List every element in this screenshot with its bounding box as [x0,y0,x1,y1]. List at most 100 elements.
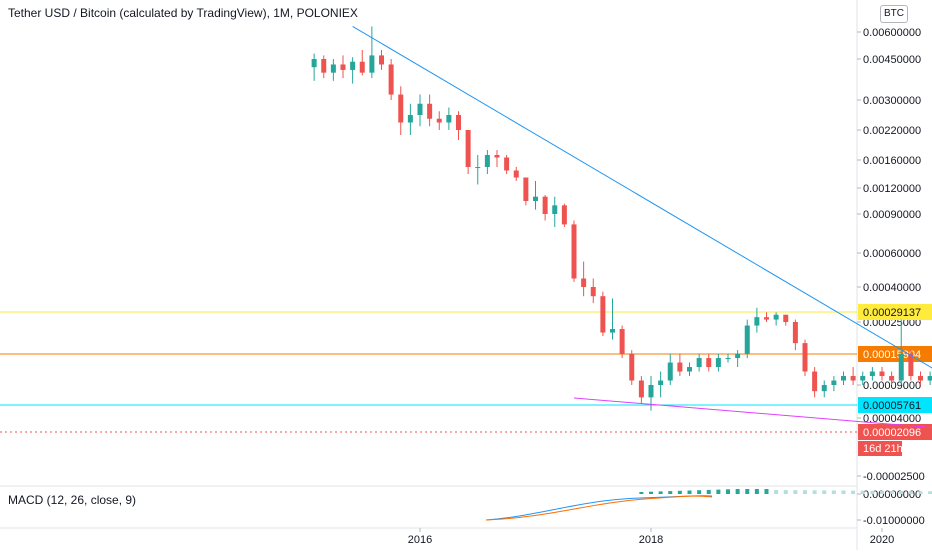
candle-body [388,64,394,95]
y-tick-label: 0.00450000 [863,54,921,66]
macd-histogram-bar [918,491,923,494]
candle-body [359,61,365,73]
candle-body [398,94,404,123]
macd-histogram-bar [928,491,932,494]
candle-body [552,205,558,214]
candle-body [638,380,644,398]
y-tick-label: 0.00160000 [863,155,921,167]
candle-body [484,155,490,167]
candle-body [783,314,789,322]
candle-body [619,329,625,354]
macd-histogram-bar [774,490,779,494]
macd-histogram-bar [677,490,682,494]
chart-title: Tether USD / Bitcoin (calculated by Trad… [8,6,358,20]
candle-body [927,376,932,381]
macd-histogram-bar [870,490,875,494]
candle-body [898,353,904,381]
candle-body [754,317,760,326]
candle-body [475,167,481,168]
macd-histogram-bar [639,492,644,494]
candle-body [340,64,346,70]
candle-body [764,317,769,320]
y-tick-label: 0.00004000 [863,413,921,425]
macd-histogram-bar [687,490,692,494]
candle-body [802,343,808,372]
macd-histogram-bar [668,491,673,494]
candle-body [629,353,635,381]
candle-body [667,362,673,381]
candle-body [773,314,779,320]
macd-histogram-bar [726,489,730,494]
macd-y-tick-label: -0.01000000 [863,515,925,527]
price-line-label: 0.00002096 [863,427,921,439]
candle-body [879,371,885,377]
candle-body [513,170,519,178]
macd-histogram-bar [764,489,769,494]
macd-histogram-bar [899,491,904,494]
macd-histogram-bar [851,490,856,494]
y-tick-label: 0.00060000 [863,248,921,260]
candle-body [725,358,731,360]
candle-body [465,130,471,167]
candle-body [908,353,914,377]
x-tick-label: 2020 [870,534,894,546]
candle-body [330,64,336,73]
currency-badge[interactable]: BTC [880,5,908,23]
macd-histogram-bar [822,490,827,494]
macd-histogram-bar [812,490,817,494]
macd-histogram-bar [860,490,865,494]
candle-body [456,115,461,130]
y-tick-label: -0.00002500 [863,471,925,483]
candle-body [744,325,750,354]
candle-body [696,358,702,368]
candle-body [658,380,664,385]
candle-body [436,118,442,123]
x-tick-label: 2018 [639,534,663,546]
macd-histogram-bar [880,490,884,494]
price-line-label: 0.00015904 [863,349,921,361]
macd-histogram-bar [783,490,788,494]
y-tick-label: 0.00220000 [863,125,921,137]
candle-body [918,376,923,381]
candle-body [494,155,500,158]
y-tick-label: 0.00600000 [863,27,921,39]
price-line-label-bg [858,397,932,413]
candle-body [687,367,692,372]
candle-body [504,157,510,171]
support-trendline [573,397,932,429]
candle-body [850,376,856,381]
candle-body [590,287,596,297]
candle-body [533,196,538,201]
descending-trendline [352,25,932,369]
macd-histogram-bar [908,491,913,494]
macd-histogram-bar [658,491,663,494]
candle-body [706,358,712,368]
price-line-label: 0.00029137 [863,307,921,319]
candle-body [427,103,433,119]
candle-body [831,380,837,385]
macd-histogram-bar [793,490,798,494]
candle-body [792,322,798,344]
y-tick-label: 0.00040000 [863,282,921,294]
candle-body [311,59,317,68]
price-line-label: 0.00005761 [863,400,921,412]
y-tick-label: 0.00300000 [863,95,921,107]
y-tick-label: 0.00090000 [863,209,921,221]
macd-histogram-bar [735,489,740,494]
candle-body [677,362,683,372]
macd-y-tick-label: 0.00000000 [863,489,921,501]
candle-body [610,329,615,333]
macd-title: MACD (12, 26, close, 9) [8,493,137,507]
price-line-label-bg [858,304,932,320]
candle-body [542,196,548,214]
candle-body [321,59,327,73]
price-line-label-bg [858,424,932,440]
macd-histogram-bar [697,490,702,494]
macd-histogram-bar [889,490,894,494]
candle-body [417,103,423,115]
candle-body [715,358,721,368]
macd-histogram-bar [803,490,807,494]
macd-histogram-bar [649,491,653,494]
